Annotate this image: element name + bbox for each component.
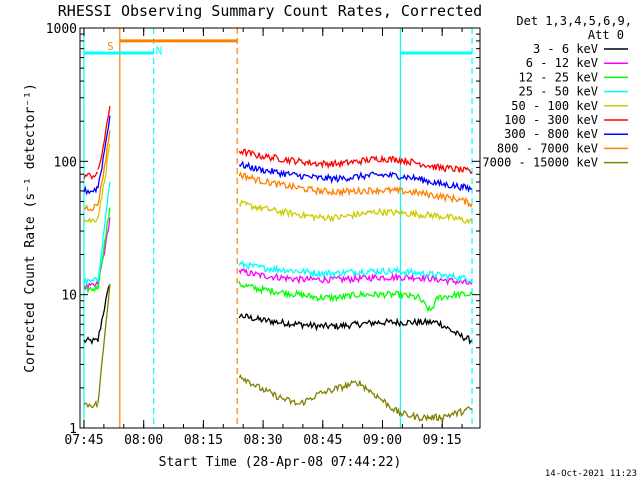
- series-7000-15000-kev: [83, 284, 473, 423]
- series-25-50-kev-segment-0: [83, 276, 99, 286]
- vertical-markers: [83, 28, 473, 428]
- series-100-300-kev-segment-0: [83, 171, 99, 181]
- series-3-6-kev-segment-2: [238, 313, 473, 345]
- y-tick-label-1: 1: [69, 422, 77, 437]
- y-axis-label: Corrected Count Rate (s⁻¹ detector⁻¹): [23, 83, 38, 373]
- series-7000-15000-kev-segment-1: [97, 284, 111, 404]
- series-12-25-kev-segment-2: [238, 280, 473, 314]
- series-300-800-kev-segment-2: [238, 160, 473, 193]
- series-3-6-kev: [83, 283, 473, 346]
- series-25-50-kev: [83, 181, 473, 286]
- series-300-800-kev: [83, 115, 473, 196]
- series-50-100-kev-segment-2: [238, 199, 473, 225]
- series-25-50-kev-segment-1: [97, 181, 111, 282]
- x-tick-label-09-15: 09:15: [423, 433, 462, 448]
- series-800-7000-kev: [83, 130, 473, 212]
- legend-label-25-50-kev: 25 - 50 keV: [519, 85, 598, 99]
- series-7000-15000-kev-segment-2: [238, 374, 473, 423]
- series-25-50-kev-segment-2: [238, 259, 473, 283]
- series-12-25-kev-segment-0: [83, 283, 99, 294]
- x-tick-label-08-30: 08:30: [244, 433, 283, 448]
- flag-label-s: S: [107, 40, 114, 53]
- series-12-25-kev-segment-1: [97, 207, 111, 290]
- legend-label-3-6-kev: 3 - 6 keV: [533, 42, 598, 56]
- legend-label-12-25-kev: 12 - 25 keV: [519, 70, 598, 84]
- plot-frame: [79, 27, 481, 429]
- series-3-6-kev-segment-0: [83, 336, 99, 346]
- x-tick-label-08-45: 08:45: [303, 433, 342, 448]
- chart-title: RHESSI Observing Summary Count Rates, Co…: [58, 2, 482, 20]
- series-7000-15000-kev-segment-0: [83, 399, 99, 409]
- x-tick-label-08-15: 08:15: [184, 433, 223, 448]
- legend-label-6-12-kev: 6 - 12 keV: [526, 56, 598, 70]
- series-layer: [83, 105, 473, 423]
- legend-label-50-100-kev: 50 - 100 keV: [511, 99, 598, 113]
- series-50-100-kev-segment-1: [97, 143, 111, 218]
- series-800-7000-kev-segment-1: [97, 130, 111, 205]
- legend-label-300-800-kev: 300 - 800 keV: [504, 127, 598, 141]
- series-6-12-kev-segment-2: [238, 267, 473, 286]
- series-100-300-kev: [83, 105, 473, 181]
- x-tick-label-07-45: 07:45: [64, 433, 103, 448]
- legend-header-line-1: Det 1,3,4,5,6,9,: [516, 14, 632, 28]
- legend-header-line-2: Att 0: [588, 28, 624, 42]
- series-50-100-kev-segment-0: [83, 217, 99, 224]
- flag-label-n: N: [156, 44, 163, 57]
- x-tick-label-08-00: 08:00: [124, 433, 163, 448]
- series-6-12-kev: [83, 217, 473, 291]
- timestamp: 14-Oct-2021 11:23: [545, 469, 637, 479]
- series-800-7000-kev-segment-2: [238, 171, 473, 209]
- series-800-7000-kev-segment-0: [83, 203, 99, 212]
- y-tick-label-10: 10: [61, 289, 77, 304]
- legend-label-100-300-kev: 100 - 300 keV: [504, 113, 598, 127]
- legend-label-7000-15000-kev: 7000 - 15000 keV: [482, 156, 598, 170]
- series-3-6-kev-segment-1: [97, 283, 111, 343]
- y-tick-label-100: 100: [54, 155, 77, 170]
- series-100-300-kev-segment-1: [97, 105, 111, 170]
- series-300-800-kev-segment-0: [83, 185, 99, 196]
- x-axis-label: Start Time (28-Apr-08 07:44:22): [159, 455, 402, 470]
- series-50-100-kev: [83, 143, 473, 225]
- series-100-300-kev-segment-2: [238, 148, 473, 175]
- legend-label-800-7000-kev: 800 - 7000 keV: [497, 141, 598, 155]
- series-300-800-kev-segment-1: [97, 115, 111, 189]
- x-tick-label-09-00: 09:00: [363, 433, 402, 448]
- series-12-25-kev: [83, 207, 473, 314]
- y-tick-label-1000: 1000: [46, 22, 77, 37]
